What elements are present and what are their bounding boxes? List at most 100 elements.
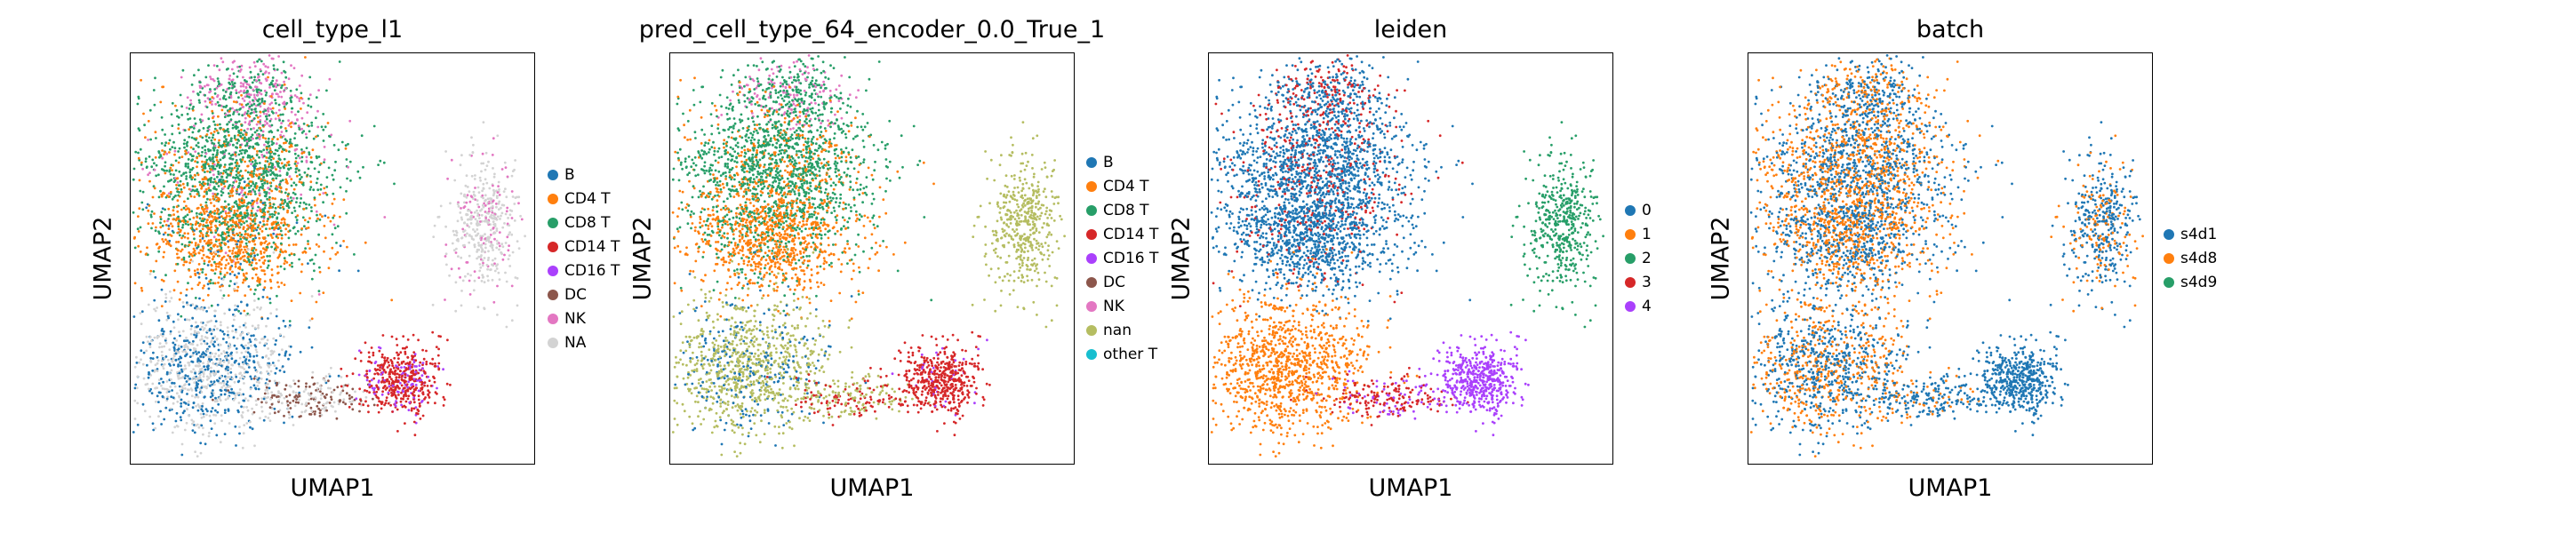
data-point [322, 291, 325, 294]
data-point [214, 352, 217, 355]
data-point [157, 173, 160, 177]
data-point [468, 226, 471, 228]
data-point [260, 405, 263, 409]
data-point [217, 402, 220, 406]
data-point [359, 360, 363, 362]
data-point [221, 205, 224, 209]
data-point [249, 189, 252, 193]
data-point [153, 187, 156, 190]
data-point [182, 256, 186, 259]
data-point [162, 280, 165, 282]
data-point [246, 233, 250, 235]
data-point [145, 206, 148, 210]
data-point [259, 126, 261, 130]
data-point [154, 275, 157, 279]
data-point [480, 243, 484, 246]
data-point [300, 152, 304, 155]
data-point [498, 248, 500, 251]
data-point [236, 260, 240, 264]
data-point [263, 392, 267, 395]
data-point [207, 360, 210, 363]
data-point [298, 204, 301, 208]
data-point [493, 262, 496, 266]
data-point [246, 164, 250, 168]
data-point [178, 298, 181, 301]
data-point [249, 426, 252, 429]
data-point [331, 246, 334, 250]
data-point [253, 326, 257, 330]
data-point [218, 343, 221, 346]
data-point [491, 209, 493, 212]
data-point [181, 226, 184, 229]
data-point [260, 150, 263, 153]
data-point [212, 345, 216, 348]
data-point [191, 185, 195, 188]
data-point [293, 152, 297, 155]
data-point [253, 299, 256, 302]
data-point [210, 168, 212, 171]
data-point [492, 190, 496, 194]
data-point [208, 91, 211, 94]
data-point [154, 426, 157, 430]
data-point [264, 93, 268, 97]
data-point [199, 328, 202, 331]
data-point [201, 410, 204, 412]
data-point [256, 60, 259, 63]
data-point [132, 178, 135, 181]
data-point [282, 319, 285, 322]
data-point [319, 385, 322, 387]
data-point [248, 314, 251, 316]
data-point [187, 236, 189, 240]
data-point [297, 379, 300, 383]
data-point [188, 378, 192, 380]
data-point [345, 158, 348, 161]
data-point [244, 397, 247, 400]
data-point [194, 395, 196, 399]
data-point [186, 393, 188, 395]
data-point [232, 181, 236, 184]
data-point [172, 341, 175, 345]
data-point [245, 219, 248, 223]
data-point [502, 203, 506, 207]
data-point [276, 92, 279, 96]
data-point [146, 253, 149, 257]
data-point [188, 107, 191, 110]
data-point [209, 372, 212, 376]
data-point [218, 212, 220, 216]
data-point [249, 214, 252, 217]
data-point [412, 420, 416, 424]
data-point [186, 346, 189, 348]
data-point [504, 166, 508, 169]
data-point [273, 227, 276, 230]
data-point [444, 150, 447, 153]
data-point [206, 368, 210, 371]
data-point [284, 354, 287, 357]
data-point [196, 409, 200, 412]
data-point [194, 242, 197, 244]
data-point [205, 234, 209, 236]
data-point [190, 159, 193, 163]
data-point [170, 163, 173, 166]
data-point [140, 310, 144, 314]
data-point [203, 284, 205, 287]
data-point [157, 250, 161, 253]
data-point [267, 107, 270, 109]
data-point [261, 123, 265, 127]
data-point [404, 391, 407, 394]
data-point [204, 99, 207, 103]
data-point [284, 141, 287, 144]
data-point [309, 105, 313, 108]
data-point [362, 403, 365, 407]
data-point [254, 387, 258, 391]
data-point [287, 326, 291, 329]
data-point [227, 211, 230, 215]
data-point [377, 372, 380, 376]
data-point [293, 395, 297, 399]
data-point [249, 394, 252, 398]
data-point [228, 218, 232, 221]
data-point [304, 387, 308, 391]
data-point [248, 120, 252, 123]
data-point [480, 254, 483, 257]
data-point [228, 77, 231, 81]
data-point [264, 342, 267, 346]
